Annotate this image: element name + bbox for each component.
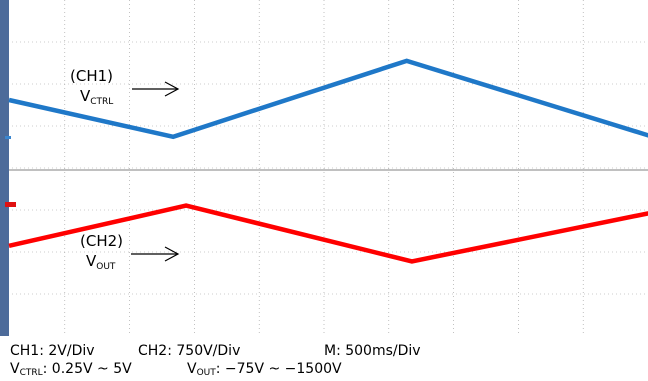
ch2-ground-marker [5, 202, 16, 207]
ch2-trace [8, 203, 648, 264]
time-scale-text: M: 500ms/Div [324, 343, 421, 359]
ch2-scale-text: CH2: 750V/Div [138, 343, 241, 359]
ch1-tag-label: (CH1) [70, 67, 113, 85]
plot-grid [0, 0, 648, 336]
ch1-ground-marker [5, 136, 11, 139]
footer-scale-row: CH1: 2V/Div CH2: 750V/Div M: 500ms/Div [10, 343, 421, 359]
ch2-tag-label: (CH2) [80, 232, 123, 250]
traces [8, 58, 648, 264]
ctrl-range-text: VCTRL: 0.25V ~ 5V [10, 361, 132, 378]
oscilloscope-plot: (CH1) VCTRL (CH2) VOUT [0, 0, 648, 336]
ch1-trace [8, 58, 648, 140]
ch1-arrow-head [164, 81, 180, 97]
ch2-signal-label: VOUT [86, 252, 116, 272]
ch1-scale-text: CH1: 2V/Div [10, 343, 95, 359]
footer-range-row: VCTRL: 0.25V ~ 5V VOUT: −75V ~ −1500V [10, 361, 342, 378]
ch1-signal-label: VCTRL [80, 87, 113, 107]
ch2-arrow-head [164, 246, 180, 262]
left-channel-bar [0, 0, 9, 336]
out-range-text: VOUT: −75V ~ −1500V [187, 361, 342, 378]
